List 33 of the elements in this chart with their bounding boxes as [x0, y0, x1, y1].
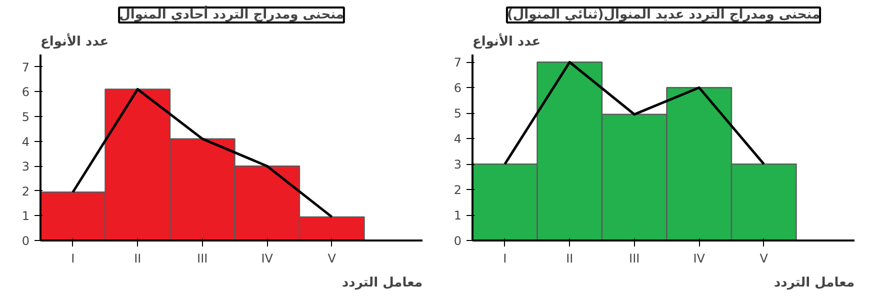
x-tick-label: I — [71, 252, 75, 266]
y-tick-label: 6 — [454, 81, 462, 96]
y-axis-title: عدد الأنواع — [40, 32, 109, 50]
x-tick-label: II — [566, 252, 574, 266]
x-tick-label: III — [629, 252, 640, 266]
x-tick-label: IV — [693, 252, 706, 266]
x-tick-label: III — [197, 252, 208, 266]
y-tick-label: 5 — [454, 106, 462, 121]
y-tick-label: 6 — [22, 85, 30, 100]
y-tick-label: 2 — [454, 183, 462, 198]
y-tick-label: 1 — [454, 208, 462, 223]
y-tick-label: 5 — [22, 110, 30, 124]
chart-title: منحنى ومدراج التردد أحادي المنوال — [119, 6, 344, 22]
x-tick-label: IV — [261, 252, 274, 266]
x-axis-title: معامل التردد — [342, 276, 423, 290]
x-tick-label: II — [134, 252, 142, 266]
x-axis-title: معامل التردد — [774, 276, 855, 290]
line-series — [504, 60, 766, 166]
y-tick-label: 4 — [454, 132, 462, 146]
y-tick-label: 2 — [22, 184, 30, 198]
x-tick-label: V — [760, 252, 769, 266]
y-tick-label: 4 — [22, 134, 30, 149]
y-tick-label: 3 — [22, 160, 30, 174]
y-tick-label: 7 — [22, 60, 30, 74]
y-axis-title: عدد الأنواع — [472, 32, 541, 50]
line-series — [72, 88, 334, 218]
x-tick-label: I — [503, 252, 507, 266]
y-tick-label: 0 — [22, 234, 30, 248]
x-tick-label: V — [328, 252, 337, 266]
y-tick-label: 0 — [454, 234, 462, 248]
y-tick-label: 7 — [454, 56, 462, 70]
y-tick-label: 1 — [22, 209, 30, 224]
y-tick-label: 3 — [454, 158, 462, 172]
